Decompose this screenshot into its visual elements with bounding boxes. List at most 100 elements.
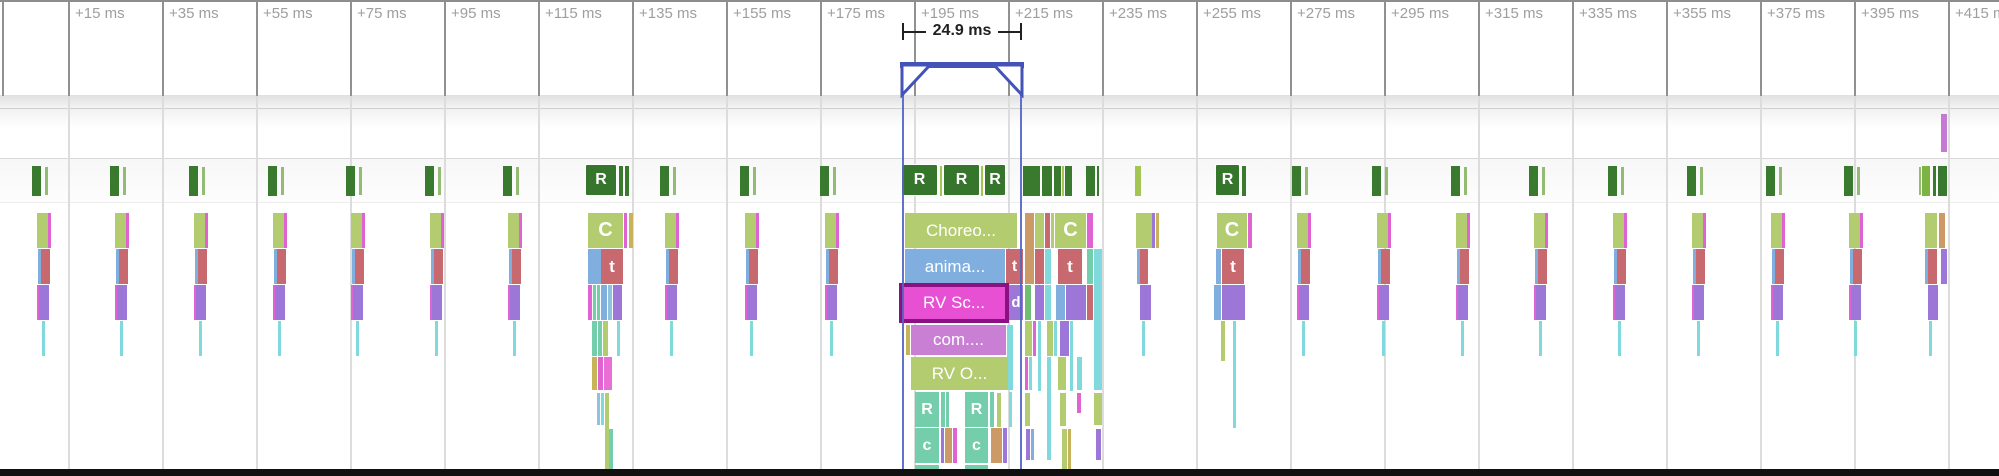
frame-activity-bar[interactable] bbox=[438, 167, 441, 195]
flame-event[interactable] bbox=[1222, 285, 1245, 320]
flame-event[interactable] bbox=[597, 393, 600, 425]
flame-event[interactable] bbox=[1928, 285, 1938, 320]
flame-event[interactable] bbox=[1694, 285, 1704, 320]
flame-event[interactable] bbox=[430, 285, 432, 320]
flame-event[interactable] bbox=[1047, 357, 1051, 460]
flame-event-com[interactable]: com.... bbox=[911, 325, 1006, 355]
flame-event[interactable] bbox=[1538, 249, 1547, 284]
flame-event[interactable] bbox=[1624, 213, 1627, 248]
frame-activity-bar[interactable] bbox=[1062, 166, 1064, 196]
frame-activity-bar[interactable] bbox=[516, 167, 519, 195]
flame-event[interactable] bbox=[48, 213, 51, 248]
flame-event[interactable] bbox=[435, 321, 438, 356]
flame-event[interactable] bbox=[273, 285, 275, 320]
flame-event[interactable] bbox=[115, 213, 126, 248]
flame-event[interactable] bbox=[1703, 213, 1706, 248]
flame-event[interactable] bbox=[195, 249, 198, 284]
flame-event[interactable] bbox=[1077, 393, 1081, 413]
flame-event[interactable] bbox=[1297, 285, 1299, 320]
flame-event[interactable] bbox=[601, 393, 604, 425]
frame-badge-R[interactable]: R bbox=[943, 164, 980, 196]
flame-event-choreo[interactable]: Choreo... bbox=[905, 213, 1017, 248]
flame-event[interactable] bbox=[1298, 249, 1301, 284]
secondary-track-event[interactable] bbox=[1941, 114, 1947, 152]
flame-event[interactable] bbox=[274, 249, 277, 284]
flame-event[interactable] bbox=[756, 213, 759, 248]
flame-event[interactable] bbox=[1379, 285, 1389, 320]
flame-event[interactable] bbox=[750, 321, 753, 356]
flame-event[interactable] bbox=[1539, 321, 1542, 356]
flame-event[interactable] bbox=[1939, 213, 1945, 248]
flame-event[interactable] bbox=[1152, 213, 1155, 248]
flame-event[interactable] bbox=[836, 213, 839, 248]
flame-event[interactable] bbox=[676, 213, 679, 248]
flame-event[interactable] bbox=[1773, 285, 1783, 320]
frame-activity-bar[interactable] bbox=[1844, 166, 1853, 196]
flame-event[interactable] bbox=[945, 428, 952, 463]
flame-event[interactable] bbox=[1233, 321, 1236, 428]
flame-event[interactable] bbox=[431, 249, 434, 284]
flame-event[interactable] bbox=[356, 321, 359, 356]
flame-event[interactable] bbox=[194, 213, 205, 248]
flame-event[interactable] bbox=[116, 249, 119, 284]
frame-activity-bar[interactable] bbox=[1687, 166, 1696, 196]
flame-event[interactable] bbox=[1035, 285, 1044, 320]
flame-event[interactable] bbox=[434, 249, 443, 284]
flame-event[interactable] bbox=[1377, 285, 1379, 320]
flame-event-t[interactable]: t bbox=[1058, 249, 1082, 284]
flame-event[interactable] bbox=[117, 285, 127, 320]
flame-event[interactable] bbox=[39, 285, 49, 320]
flame-event[interactable] bbox=[1087, 285, 1093, 320]
frame-activity-bar[interactable] bbox=[740, 166, 749, 196]
flame-event[interactable] bbox=[432, 285, 442, 320]
flame-event[interactable] bbox=[1457, 249, 1460, 284]
frame-activity-bar[interactable] bbox=[1608, 166, 1617, 196]
flame-event[interactable] bbox=[1094, 393, 1102, 425]
frame-badge-R[interactable]: R bbox=[901, 164, 938, 196]
flame-event[interactable] bbox=[1613, 213, 1624, 248]
flame-event[interactable] bbox=[1025, 357, 1028, 390]
frame-activity-bar[interactable] bbox=[1922, 166, 1930, 196]
flame-event[interactable] bbox=[508, 285, 510, 320]
frame-badge-R[interactable]: R bbox=[984, 164, 1006, 196]
flame-event[interactable] bbox=[1056, 285, 1065, 320]
flame-event[interactable] bbox=[665, 213, 676, 248]
frame-activity-bar[interactable] bbox=[1305, 167, 1308, 195]
frame-activity-bar[interactable] bbox=[1292, 166, 1301, 196]
flame-event[interactable] bbox=[990, 392, 994, 427]
flame-event[interactable] bbox=[1381, 249, 1390, 284]
flame-event[interactable] bbox=[1849, 285, 1851, 320]
flame-event[interactable] bbox=[42, 321, 45, 356]
flame-event[interactable] bbox=[598, 321, 602, 356]
flame-event[interactable] bbox=[1033, 321, 1036, 356]
flame-event[interactable] bbox=[1776, 321, 1779, 356]
frame-activity-bar[interactable] bbox=[1097, 166, 1099, 196]
flame-event[interactable] bbox=[284, 213, 287, 248]
selection-top-bar[interactable] bbox=[900, 62, 1024, 68]
flame-event[interactable] bbox=[1094, 249, 1102, 390]
flame-event[interactable] bbox=[1456, 213, 1467, 248]
frame-activity-bar[interactable] bbox=[45, 167, 48, 195]
flame-event[interactable] bbox=[1772, 249, 1775, 284]
flame-event[interactable] bbox=[351, 285, 353, 320]
flame-event[interactable] bbox=[1302, 321, 1305, 356]
flame-event[interactable] bbox=[362, 213, 365, 248]
flame-event[interactable] bbox=[749, 249, 758, 284]
flame-event[interactable] bbox=[604, 357, 612, 390]
flame-event[interactable] bbox=[665, 285, 667, 320]
flame-event[interactable] bbox=[430, 213, 441, 248]
frame-activity-bar[interactable] bbox=[1933, 166, 1936, 196]
frame-activity-bar[interactable] bbox=[1086, 166, 1095, 196]
flame-event[interactable] bbox=[747, 285, 757, 320]
frame-activity-bar[interactable] bbox=[189, 166, 198, 196]
flame-event[interactable] bbox=[1925, 213, 1937, 248]
flame-event[interactable] bbox=[1140, 285, 1151, 320]
flame-event[interactable] bbox=[829, 249, 838, 284]
flame-event[interactable] bbox=[196, 285, 206, 320]
flame-event[interactable] bbox=[1388, 213, 1391, 248]
frame-activity-bar[interactable] bbox=[202, 167, 205, 195]
flame-event[interactable] bbox=[1096, 429, 1101, 460]
flame-event[interactable] bbox=[629, 213, 633, 248]
flame-event[interactable] bbox=[1941, 249, 1947, 284]
flame-event[interactable] bbox=[1066, 285, 1086, 320]
